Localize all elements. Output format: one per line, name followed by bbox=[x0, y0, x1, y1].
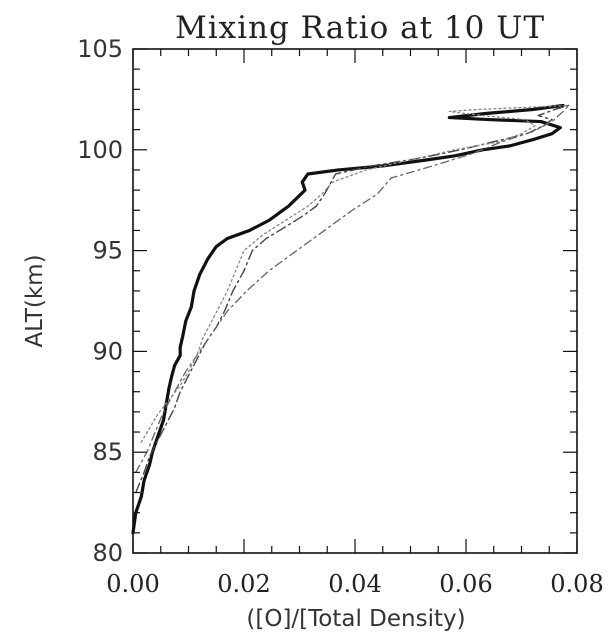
x-tick-label: 0.00 bbox=[106, 570, 159, 598]
y-tick-label: 85 bbox=[92, 438, 123, 466]
x-tick-label: 0.08 bbox=[550, 570, 603, 598]
series-line-2 bbox=[135, 104, 570, 494]
x-tick-label: 0.04 bbox=[328, 570, 381, 598]
series-line-3 bbox=[135, 104, 570, 474]
y-tick-label: 105 bbox=[77, 35, 123, 63]
series-line-1 bbox=[131, 103, 565, 535]
y-axis-label: ALT(km) bbox=[22, 254, 48, 347]
y-tick-label: 95 bbox=[92, 237, 123, 265]
y-tick-label: 90 bbox=[92, 337, 123, 365]
plot-area bbox=[131, 103, 570, 535]
x-axis-label: ([O]/[Total Density) bbox=[246, 606, 465, 632]
series-line-4 bbox=[140, 104, 570, 443]
y-tick-label: 100 bbox=[77, 136, 123, 164]
y-tick-label: 80 bbox=[92, 539, 123, 567]
plot-frame bbox=[132, 48, 578, 554]
x-tick-label: 0.02 bbox=[217, 570, 270, 598]
x-axis: 0.00 0.02 0.04 0.06 0.08 bbox=[106, 49, 604, 598]
y-axis: 80 85 90 95 100 105 bbox=[77, 35, 577, 567]
chart-title: Mixing Ratio at 10 UT bbox=[175, 10, 545, 46]
x-tick-label: 0.06 bbox=[439, 570, 492, 598]
